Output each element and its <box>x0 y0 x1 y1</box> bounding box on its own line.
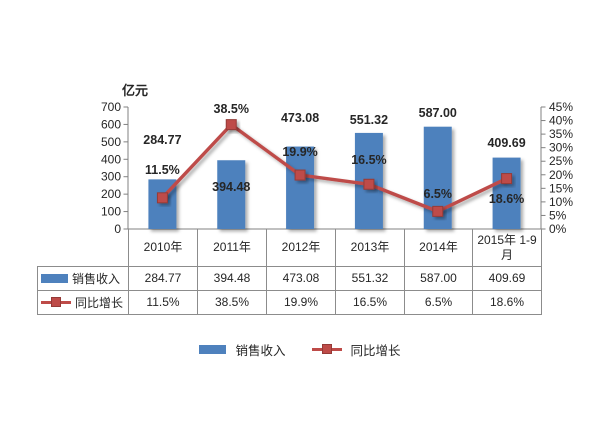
table-header-row: 2010年 2011年 2012年 2013年 2014年 2015年 1-9月 <box>38 229 542 267</box>
table-value-cell: 38.5% <box>197 290 267 315</box>
growth-value-label: 16.5% <box>351 153 386 167</box>
table-row: 同比增长 11.5% 38.5% 19.9% 16.5% 6.5% 18.6% <box>37 290 542 315</box>
bar-value-label: 473.08 <box>281 111 319 125</box>
data-table-wrap: 2010年 2011年 2012年 2013年 2014年 2015年 1-9月销售收入 2… <box>37 229 542 315</box>
left-axis-tick-label: 0 <box>114 222 121 236</box>
right-axis-tick-label: 40% <box>549 114 573 128</box>
bar-value-label: 284.77 <box>143 133 181 147</box>
growth-value-label: 18.6% <box>489 192 524 206</box>
table-value-cell: 394.48 <box>197 266 267 291</box>
table-value-cell: 6.5% <box>404 290 473 315</box>
bar-value-label: 394.48 <box>212 180 250 194</box>
right-axis-tick-label: 20% <box>549 168 573 182</box>
chart-legend: 销售收入 同比增长 <box>0 340 600 358</box>
category-header: 2011年 <box>197 229 267 267</box>
left-axis-tick-label: 300 <box>101 170 121 184</box>
right-axis-tick-label: 15% <box>549 181 573 195</box>
axes: 0 100 200 300 400 500 600 700 0%5%10%15%20%25%30… <box>101 100 573 236</box>
category-header: 2012年 <box>266 229 336 267</box>
growth-value-label: 19.9% <box>282 145 317 159</box>
line-marker-2 <box>294 169 306 181</box>
right-axis-tick-label: 25% <box>549 154 573 168</box>
bar-value-label: 551.32 <box>350 113 388 127</box>
right-axis-tick-label: 30% <box>549 141 573 155</box>
table-value-cell: 19.9% <box>266 290 336 315</box>
right-axis-tick-label: 0% <box>549 222 567 236</box>
table-corner-cell <box>38 229 129 267</box>
legend-item-growth: 同比增长 <box>311 340 401 359</box>
series-name-cell: 销售收入 <box>37 266 129 291</box>
bar-2 <box>286 146 315 229</box>
line-marker-0 <box>156 192 168 204</box>
category-header: 2015年 1-9月 <box>472 229 542 267</box>
series-name: 销售收入 <box>72 271 121 286</box>
right-axis-tick-label: 5% <box>549 208 567 222</box>
left-axis-tick-label: 200 <box>101 187 121 201</box>
growth-line <box>161 122 508 214</box>
table-value-cell: 551.32 <box>335 266 405 291</box>
table-value-cell: 18.6% <box>472 290 542 315</box>
table-value-cell: 284.77 <box>128 266 198 291</box>
line-marker-1 <box>225 119 237 131</box>
line-marker-swatch-icon <box>41 297 71 308</box>
bar-swatch-icon <box>199 344 227 354</box>
right-axis-tick-label: 10% <box>549 195 573 209</box>
bar-series <box>148 126 521 229</box>
line-marker-5 <box>501 173 513 185</box>
left-axis-tick-label: 100 <box>101 205 121 219</box>
legend-label-revenue: 销售收入 <box>235 343 286 358</box>
table-value-cell: 587.00 <box>404 266 473 291</box>
series-name-cell: 同比增长 <box>37 290 129 315</box>
table-value-cell: 409.69 <box>472 266 542 291</box>
line-marker-3 <box>363 178 375 190</box>
line-series <box>156 119 513 217</box>
data-table: 2010年 2011年 2012年 2013年 2014年 2015年 1-9月销售收入 2… <box>37 229 542 315</box>
growth-value-label: 6.5% <box>424 187 453 201</box>
bar-1 <box>217 160 246 229</box>
right-axis-tick-label: 45% <box>549 100 573 114</box>
table-value-cell: 11.5% <box>128 290 198 315</box>
growth-value-label: 11.5% <box>145 163 180 177</box>
line-marker-swatch-icon <box>311 343 342 355</box>
series-name: 同比增长 <box>75 295 124 310</box>
bar-5 <box>492 157 521 229</box>
growth-value-label: 38.5% <box>214 102 249 116</box>
right-axis-tick-label: 35% <box>549 127 573 141</box>
bar-value-label: 409.69 <box>487 136 525 150</box>
line-marker-4 <box>432 205 444 217</box>
left-axis-tick-label: 600 <box>101 117 121 131</box>
table-value-cell: 473.08 <box>266 266 336 291</box>
left-axis-tick-label: 400 <box>101 152 121 166</box>
legend-label-growth: 同比增长 <box>350 343 401 358</box>
legend-item-revenue: 销售收入 <box>199 340 286 359</box>
left-axis-title: 亿元 <box>121 83 148 98</box>
left-axis-tick-label: 700 <box>101 100 121 114</box>
category-header: 2014年 <box>404 229 473 267</box>
left-axis-tick-label: 500 <box>101 135 121 149</box>
bar-swatch-icon <box>41 274 68 284</box>
category-header: 2013年 <box>335 229 405 267</box>
data-labels: 284.77 394.48 473.08 551.32 587.00 409.69 11.5… <box>143 102 525 206</box>
category-header: 2010年 <box>128 229 198 267</box>
bar-value-label: 587.00 <box>419 106 457 120</box>
table-value-cell: 16.5% <box>335 290 405 315</box>
table-row: 销售收入 284.77 394.48 473.08 551.32 587.00 409.69 <box>37 266 542 291</box>
